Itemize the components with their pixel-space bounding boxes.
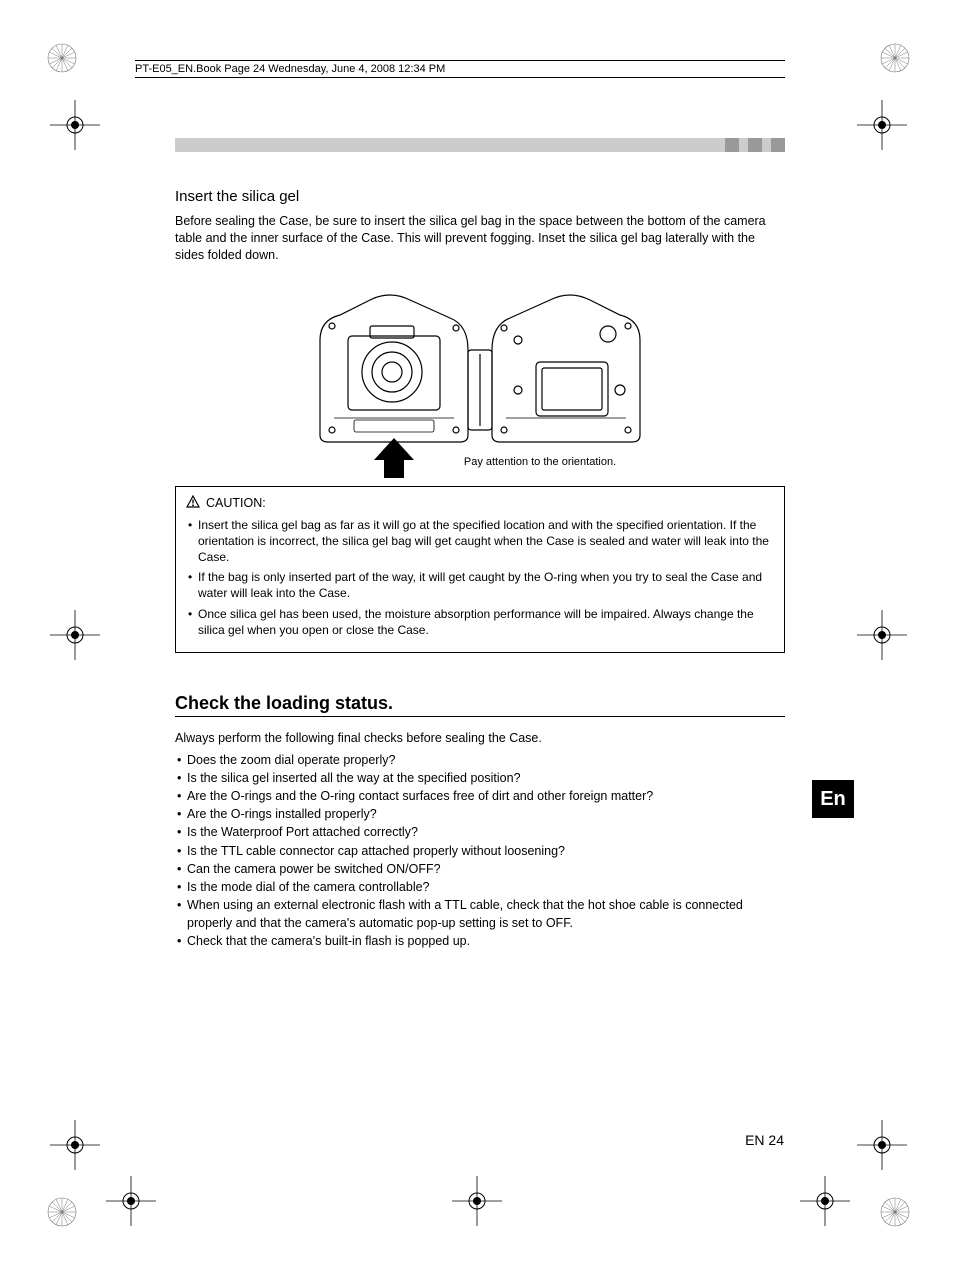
caution-label: CAUTION: (206, 496, 266, 510)
check-item: Is the TTL cable connector cap attached … (175, 842, 785, 860)
crop-mark-bottom-center (452, 1176, 502, 1226)
insert-silica-body: Before sealing the Case, be sure to inse… (175, 213, 785, 264)
check-item: Are the O-rings and the O-ring contact s… (175, 787, 785, 805)
caution-item: Insert the silica gel bag as far as it w… (186, 517, 774, 566)
check-item: Is the silica gel inserted all the way a… (175, 769, 785, 787)
crop-mark-bottom-left2 (106, 1176, 156, 1226)
rosette-bottom-right (877, 1194, 913, 1235)
check-item: Check that the camera's built-in flash i… (175, 932, 785, 950)
page-number: EN 24 (745, 1132, 784, 1148)
insert-silica-subhead: Insert the silica gel (175, 188, 785, 205)
crop-mark-bottom-right2 (800, 1176, 850, 1226)
figure-caption: Pay attention to the orientation. (464, 456, 616, 468)
check-item: Is the Waterproof Port attached correctl… (175, 823, 785, 841)
crop-mark-left-bot (50, 1120, 100, 1170)
check-item: When using an external electronic flash … (175, 896, 785, 932)
header-bar (175, 138, 785, 152)
check-item: Does the zoom dial operate properly? (175, 751, 785, 769)
running-head: PT-E05_EN.Book Page 24 Wednesday, June 4… (135, 60, 785, 78)
caution-box: CAUTION: Insert the silica gel bag as fa… (175, 486, 785, 653)
crop-mark-right-bot (857, 1120, 907, 1170)
check-item: Is the mode dial of the camera controlla… (175, 878, 785, 896)
caution-item: If the bag is only inserted part of the … (186, 569, 774, 601)
silica-figure: Pay attention to the orientation. (175, 280, 785, 468)
rosette-top-left (44, 40, 80, 81)
crop-mark-left-mid (50, 610, 100, 660)
rosette-top-right (877, 40, 913, 81)
crop-mark-right-mid (857, 610, 907, 660)
page-content: PT-E05_EN.Book Page 24 Wednesday, June 4… (175, 60, 785, 950)
check-list: Does the zoom dial operate properly? Is … (175, 751, 785, 950)
language-tab: En (812, 780, 854, 818)
crop-mark-right-top (857, 100, 907, 150)
caution-item: Once silica gel has been used, the moist… (186, 606, 774, 638)
section-rule (175, 716, 785, 717)
caution-list: Insert the silica gel bag as far as it w… (186, 517, 774, 638)
check-item: Can the camera power be switched ON/OFF? (175, 860, 785, 878)
check-loading-lead: Always perform the following final check… (175, 731, 785, 745)
check-item: Are the O-rings installed properly? (175, 805, 785, 823)
check-loading-title: Check the loading status. (175, 693, 785, 714)
running-head-text: PT-E05_EN.Book Page 24 Wednesday, June 4… (135, 63, 445, 75)
rosette-bottom-left (44, 1194, 80, 1235)
caution-title: CAUTION: (186, 495, 774, 511)
warning-icon (186, 495, 200, 511)
crop-mark-left-top (50, 100, 100, 150)
